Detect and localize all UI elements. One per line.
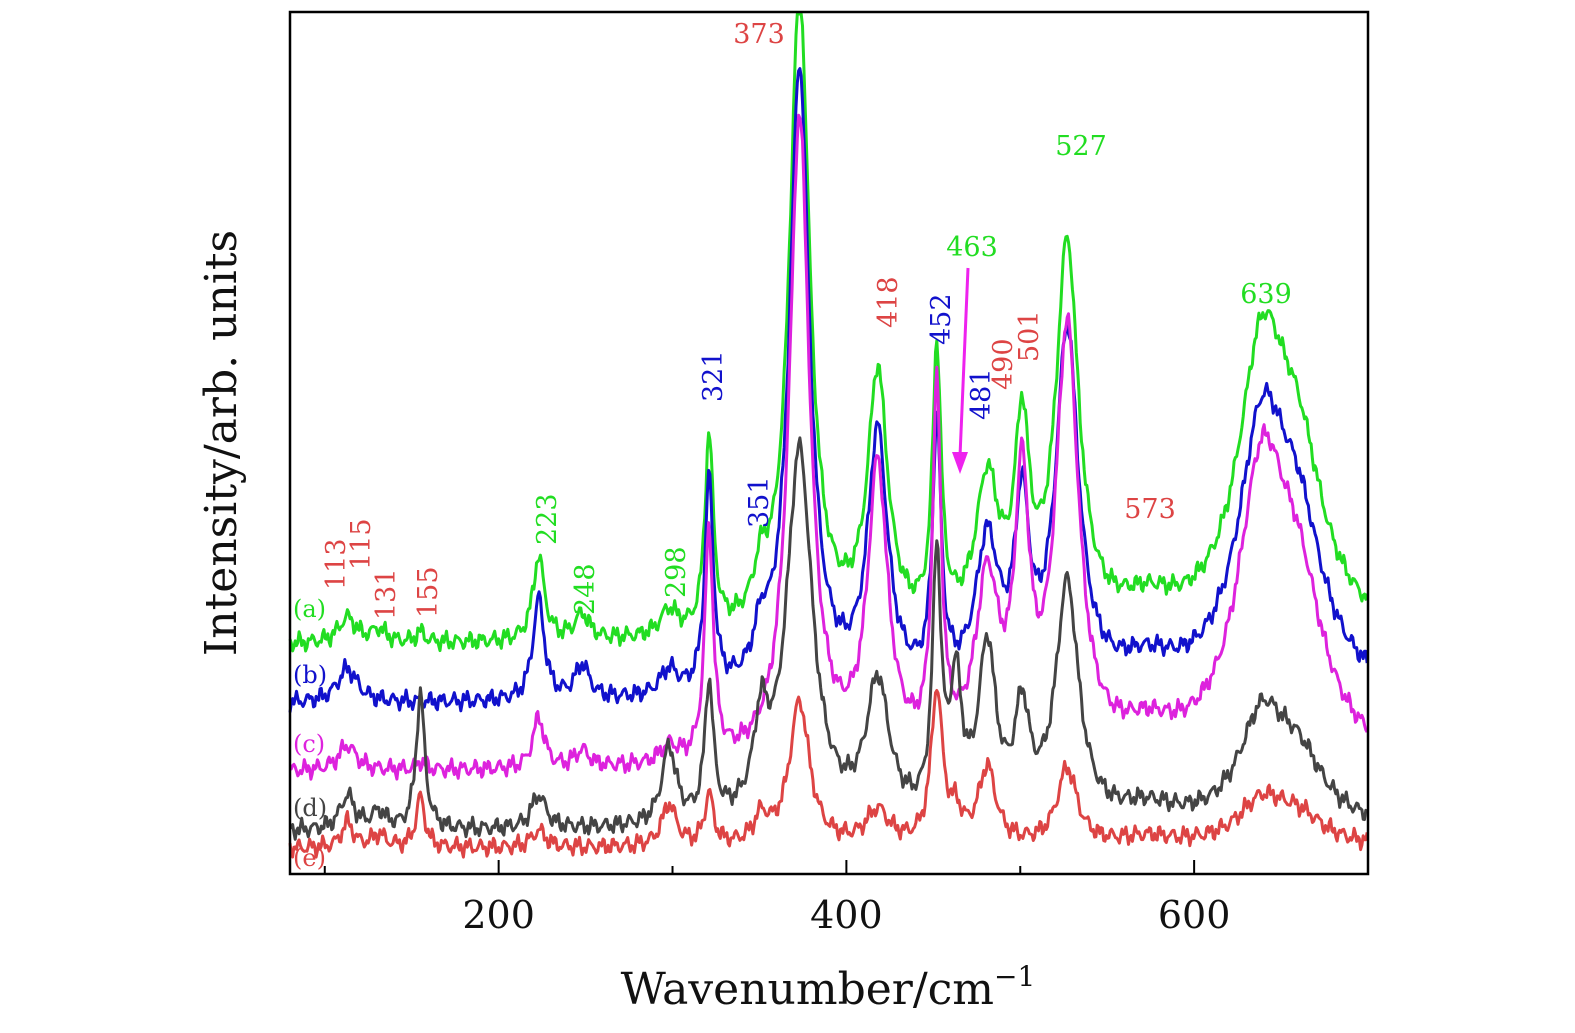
peak-label-418: 418	[873, 276, 904, 328]
peak-label-155: 155	[413, 566, 444, 618]
peak-label-113: 113	[321, 538, 352, 590]
arrow-463	[952, 267, 970, 474]
series-line-1	[288, 67, 1369, 713]
peak-label-115: 115	[346, 518, 377, 570]
peak-label-490: 490	[988, 338, 1019, 390]
peak-label-248: 248	[570, 563, 601, 615]
series-line-3	[289, 436, 1369, 841]
plot-frame	[288, 10, 1370, 876]
peak-label-223: 223	[532, 493, 563, 545]
peak-label-527: 527	[1055, 131, 1107, 162]
series-curves	[288, 12, 1369, 859]
peak-label-298: 298	[661, 546, 692, 598]
peak-label-351: 351	[744, 476, 775, 528]
series-label: (a)	[293, 595, 326, 623]
x-tick-label: 400	[810, 893, 883, 937]
x-tick-label: 600	[1158, 893, 1231, 937]
peak-label-373: 373	[733, 19, 785, 50]
axis-ticks: 200 400 600	[323, 860, 1369, 937]
peak-label-639: 639	[1240, 279, 1292, 310]
peak-label-463: 463	[946, 232, 998, 263]
series-label: (d)	[293, 794, 327, 822]
peak-label-501: 501	[1014, 310, 1045, 362]
peak-label-321: 321	[698, 350, 729, 402]
series-label: (e)	[293, 844, 326, 872]
peak-label-573: 573	[1124, 494, 1176, 525]
x-tick-label: 200	[462, 893, 535, 937]
series-label: (c)	[293, 730, 325, 758]
series-label: (b)	[293, 661, 327, 689]
series-line-0	[288, 12, 1369, 653]
peak-label-481: 481	[966, 368, 997, 420]
series-line-2	[289, 113, 1369, 781]
y-axis-title: Intensity/arb. units	[196, 230, 247, 656]
series-line-4	[288, 689, 1369, 859]
peak-label-452: 452	[926, 293, 957, 345]
peak-label-131: 131	[371, 568, 402, 620]
series-labels: (a) (b) (c) (d) (e)	[293, 595, 327, 872]
x-axis-title: Wavenumber/cm−1	[621, 960, 1036, 1015]
